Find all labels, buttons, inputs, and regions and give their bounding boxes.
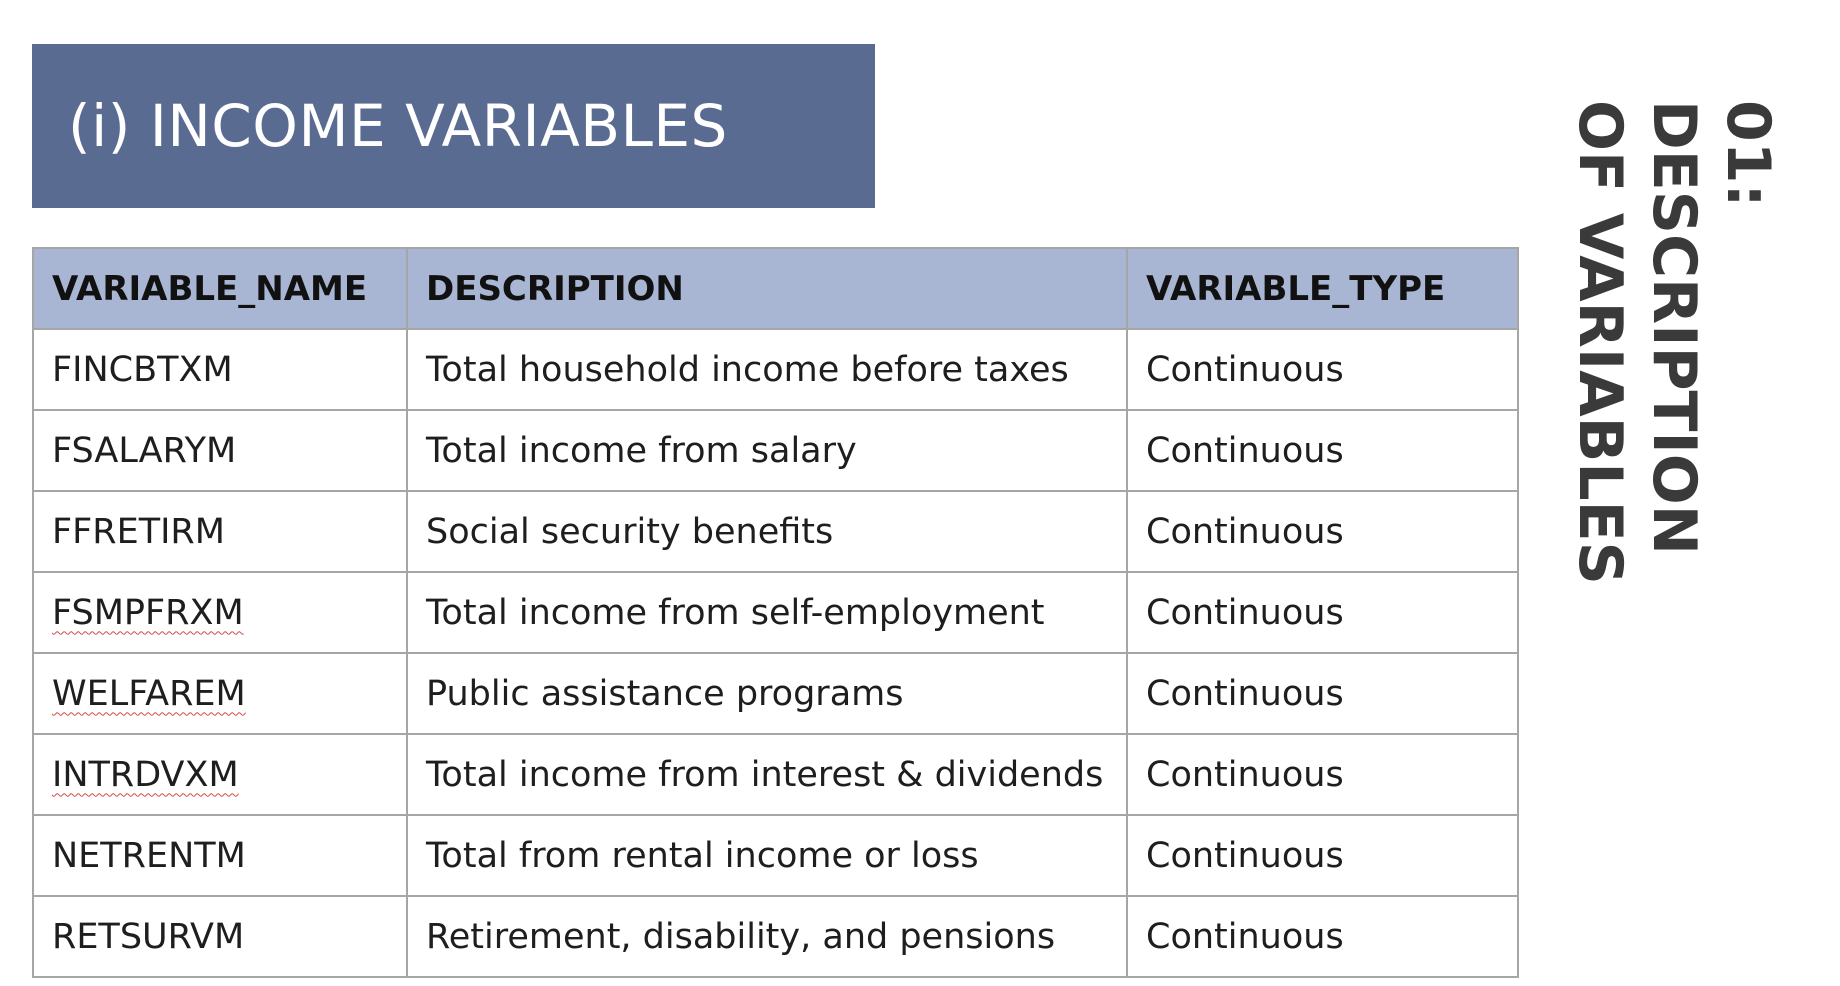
cell-description: Social security benefits <box>406 490 1128 573</box>
cell-description: Total income from self-employment <box>406 571 1128 654</box>
table-row: FSALARYM Total income from salary Continuo… <box>32 409 1519 492</box>
cell-description: Total from rental income or loss <box>406 814 1128 897</box>
variable-name-text: FSALARYM <box>52 430 237 471</box>
table-body: FINCBTXM Total household income before ta… <box>32 328 1519 978</box>
cell-description: Total income from interest & dividends <box>406 733 1128 816</box>
cell-variable-type: Continuous <box>1126 490 1519 573</box>
cell-variable-name: RETSURVM <box>32 895 408 978</box>
cell-variable-name: INTRDVXM <box>32 733 408 816</box>
variable-name-text: NETRENTM <box>52 835 246 876</box>
cell-variable-name: FFRETIRM <box>32 490 408 573</box>
variables-table: VARIABLE_NAME DESCRIPTION VARIABLE_TYPE … <box>32 247 1519 978</box>
cell-variable-type: Continuous <box>1126 895 1519 978</box>
cell-variable-type: Continuous <box>1126 814 1519 897</box>
cell-description: Total income from salary <box>406 409 1128 492</box>
cell-variable-type: Continuous <box>1126 409 1519 492</box>
table-row: NETRENTM Total from rental income or loss… <box>32 814 1519 897</box>
variable-name-text: FFRETIRM <box>52 511 225 552</box>
cell-description: Total household income before taxes <box>406 328 1128 411</box>
title-banner: (i) INCOME VARIABLES <box>32 44 875 208</box>
variable-name-text: WELFAREM <box>52 673 246 714</box>
cell-variable-name: NETRENTM <box>32 814 408 897</box>
cell-variable-name: FSMPFRXM <box>32 571 408 654</box>
table-row: RETSURVM Retirement, disability, and pens… <box>32 895 1519 978</box>
table-row: WELFAREM Public assistance programs Contin… <box>32 652 1519 735</box>
cell-variable-type: Continuous <box>1126 733 1519 816</box>
cell-variable-name: FSALARYM <box>32 409 408 492</box>
cell-variable-type: Continuous <box>1126 571 1519 654</box>
slide-title: (i) INCOME VARIABLES <box>68 92 728 160</box>
table-row: INTRDVXM Total income from interest & div… <box>32 733 1519 816</box>
cell-variable-name: FINCBTXM <box>32 328 408 411</box>
section-heading-text: 01: DESCRIPTION OF VARIABLES <box>1565 100 1783 585</box>
table-row: FSMPFRXM Total income from self-employmen… <box>32 571 1519 654</box>
cell-description: Retirement, disability, and pensions <box>406 895 1128 978</box>
table-row: FINCBTXM Total household income before ta… <box>32 328 1519 411</box>
variable-name-text: FINCBTXM <box>52 349 233 390</box>
cell-description: Public assistance programs <box>406 652 1128 735</box>
table-row: FFRETIRM Social security benefits Continuo… <box>32 490 1519 573</box>
variable-name-text: RETSURVM <box>52 916 245 957</box>
header-description: DESCRIPTION <box>406 247 1128 330</box>
cell-variable-type: Continuous <box>1126 328 1519 411</box>
variable-name-text: FSMPFRXM <box>52 592 244 633</box>
header-variable-name: VARIABLE_NAME <box>32 247 408 330</box>
cell-variable-type: Continuous <box>1126 652 1519 735</box>
cell-variable-name: WELFAREM <box>32 652 408 735</box>
header-variable-type: VARIABLE_TYPE <box>1126 247 1519 330</box>
section-heading: 01: DESCRIPTION OF VARIABLES <box>1555 100 1785 585</box>
variable-name-text: INTRDVXM <box>52 754 239 795</box>
table-header-row: VARIABLE_NAME DESCRIPTION VARIABLE_TYPE <box>32 247 1519 330</box>
